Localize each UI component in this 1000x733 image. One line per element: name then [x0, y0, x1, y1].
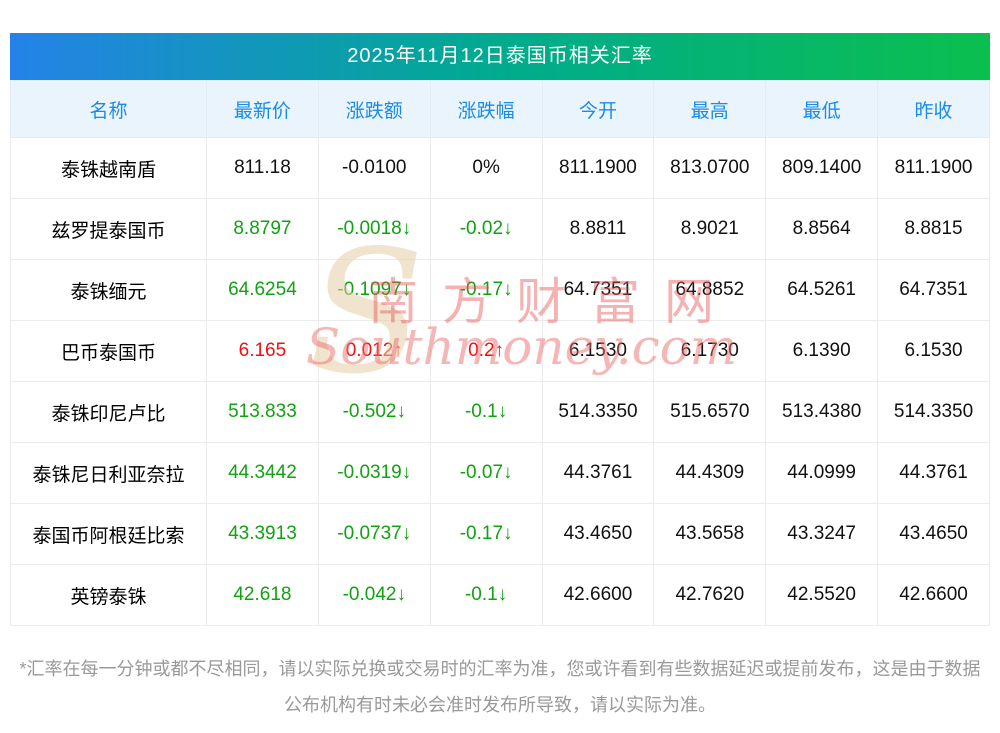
open-price: 43.4650	[541, 503, 655, 565]
change-amount: -0.0018↓	[317, 198, 431, 260]
open-price: 8.8811	[541, 198, 655, 260]
latest-price: 513.833	[206, 381, 319, 443]
latest-price: 42.618	[206, 564, 319, 626]
prev-close: 44.3761	[877, 442, 990, 504]
prev-close: 42.6600	[877, 564, 990, 626]
table-row: 英镑泰铢 42.618 -0.042↓ -0.1↓ 42.6600 42.7620 42.5…	[10, 564, 990, 626]
open-price: 42.6600	[541, 564, 655, 626]
high-price: 44.4309	[653, 442, 767, 504]
high-price: 515.6570	[653, 381, 767, 443]
change-amount: -0.042↓	[317, 564, 431, 626]
latest-price: 64.6254	[206, 259, 319, 321]
change-percent: 0.2↑	[429, 320, 543, 382]
table-row: 泰铢越南盾 811.18 -0.0100 0% 811.1900 813.0700 809.…	[10, 137, 990, 199]
latest-price: 44.3442	[206, 442, 319, 504]
change-percent: -0.07↓	[429, 442, 543, 504]
low-price: 44.0999	[765, 442, 879, 504]
low-price: 43.3247	[765, 503, 879, 565]
high-price: 64.8852	[653, 259, 767, 321]
currency-pair-name: 巴币泰国币	[10, 320, 207, 382]
low-price: 8.8564	[765, 198, 879, 260]
currency-pair-name: 泰铢尼日利亚奈拉	[10, 442, 207, 504]
high-price: 43.5658	[653, 503, 767, 565]
column-header-3: 涨跌幅	[429, 80, 543, 138]
currency-pair-name: 泰国币阿根廷比索	[10, 503, 207, 565]
column-header-7: 昨收	[877, 80, 990, 138]
change-percent: -0.1↓	[429, 564, 543, 626]
change-amount: -0.0100	[317, 137, 431, 199]
change-percent: -0.17↓	[429, 503, 543, 565]
latest-price: 43.3913	[206, 503, 319, 565]
currency-pair-name: 泰铢印尼卢比	[10, 381, 207, 443]
column-header-6: 最低	[765, 80, 879, 138]
column-header-4: 今开	[541, 80, 655, 138]
prev-close: 6.1530	[877, 320, 990, 382]
prev-close: 43.4650	[877, 503, 990, 565]
low-price: 513.4380	[765, 381, 879, 443]
change-percent: -0.1↓	[429, 381, 543, 443]
column-header-0: 名称	[10, 80, 207, 138]
column-header-1: 最新价	[206, 80, 319, 138]
high-price: 6.1730	[653, 320, 767, 382]
currency-pair-name: 兹罗提泰国币	[10, 198, 207, 260]
page: 2025年11月12日泰国币相关汇率 名称 最新价 涨跌额 涨跌幅 今开 最高 最低 昨收 泰…	[10, 0, 990, 723]
column-header-5: 最高	[653, 80, 767, 138]
column-header-2: 涨跌额	[317, 80, 431, 138]
currency-pair-name: 泰铢缅元	[10, 259, 207, 321]
change-amount: -0.0319↓	[317, 442, 431, 504]
table-row: 泰铢缅元 64.6254 -0.1097↓ -0.17↓ 64.7351 64.8852 6…	[10, 259, 990, 321]
change-amount: -0.0737↓	[317, 503, 431, 565]
currency-pair-name: 英镑泰铢	[10, 564, 207, 626]
latest-price: 811.18	[206, 137, 319, 199]
high-price: 813.0700	[653, 137, 767, 199]
low-price: 809.1400	[765, 137, 879, 199]
high-price: 42.7620	[653, 564, 767, 626]
latest-price: 8.8797	[206, 198, 319, 260]
change-amount: 0.012↑	[317, 320, 431, 382]
change-amount: -0.502↓	[317, 381, 431, 443]
exchange-rates-table: 名称 最新价 涨跌额 涨跌幅 今开 最高 最低 昨收 泰铢越南盾 811.18 -0.0100 0%…	[10, 80, 990, 626]
change-percent: -0.17↓	[429, 259, 543, 321]
open-price: 811.1900	[541, 137, 655, 199]
high-price: 8.9021	[653, 198, 767, 260]
low-price: 64.5261	[765, 259, 879, 321]
open-price: 514.3350	[541, 381, 655, 443]
change-percent: -0.02↓	[429, 198, 543, 260]
table-row: 泰铢尼日利亚奈拉 44.3442 -0.0319↓ -0.07↓ 44.3761 44.4…	[10, 442, 990, 504]
open-price: 64.7351	[541, 259, 655, 321]
table-row: 兹罗提泰国币 8.8797 -0.0018↓ -0.02↓ 8.8811 8.9021 8.…	[10, 198, 990, 260]
latest-price: 6.165	[206, 320, 319, 382]
change-amount: -0.1097↓	[317, 259, 431, 321]
open-price: 6.1530	[541, 320, 655, 382]
low-price: 42.5520	[765, 564, 879, 626]
currency-pair-name: 泰铢越南盾	[10, 137, 207, 199]
footnote: *汇率在每一分钟或都不尽相同，请以实际兑换或交易时的汇率为准，您或许看到有些数据…	[19, 659, 981, 715]
table-row: 泰铢印尼卢比 513.833 -0.502↓ -0.1↓ 514.3350 515.657…	[10, 381, 990, 443]
page-title: 2025年11月12日泰国币相关汇率	[10, 33, 990, 80]
prev-close: 8.8815	[877, 198, 990, 260]
table-header-row: 名称 最新价 涨跌额 涨跌幅 今开 最高 最低 昨收	[10, 80, 990, 138]
table-row: 巴币泰国币 6.165 0.012↑ 0.2↑ 6.1530 6.1730 6.1390 6.…	[10, 320, 990, 382]
prev-close: 64.7351	[877, 259, 990, 321]
low-price: 6.1390	[765, 320, 879, 382]
prev-close: 811.1900	[877, 137, 990, 199]
prev-close: 514.3350	[877, 381, 990, 443]
change-percent: 0%	[429, 137, 543, 199]
table-row: 泰国币阿根廷比索 43.3913 -0.0737↓ -0.17↓ 43.4650 43.5…	[10, 503, 990, 565]
open-price: 44.3761	[541, 442, 655, 504]
